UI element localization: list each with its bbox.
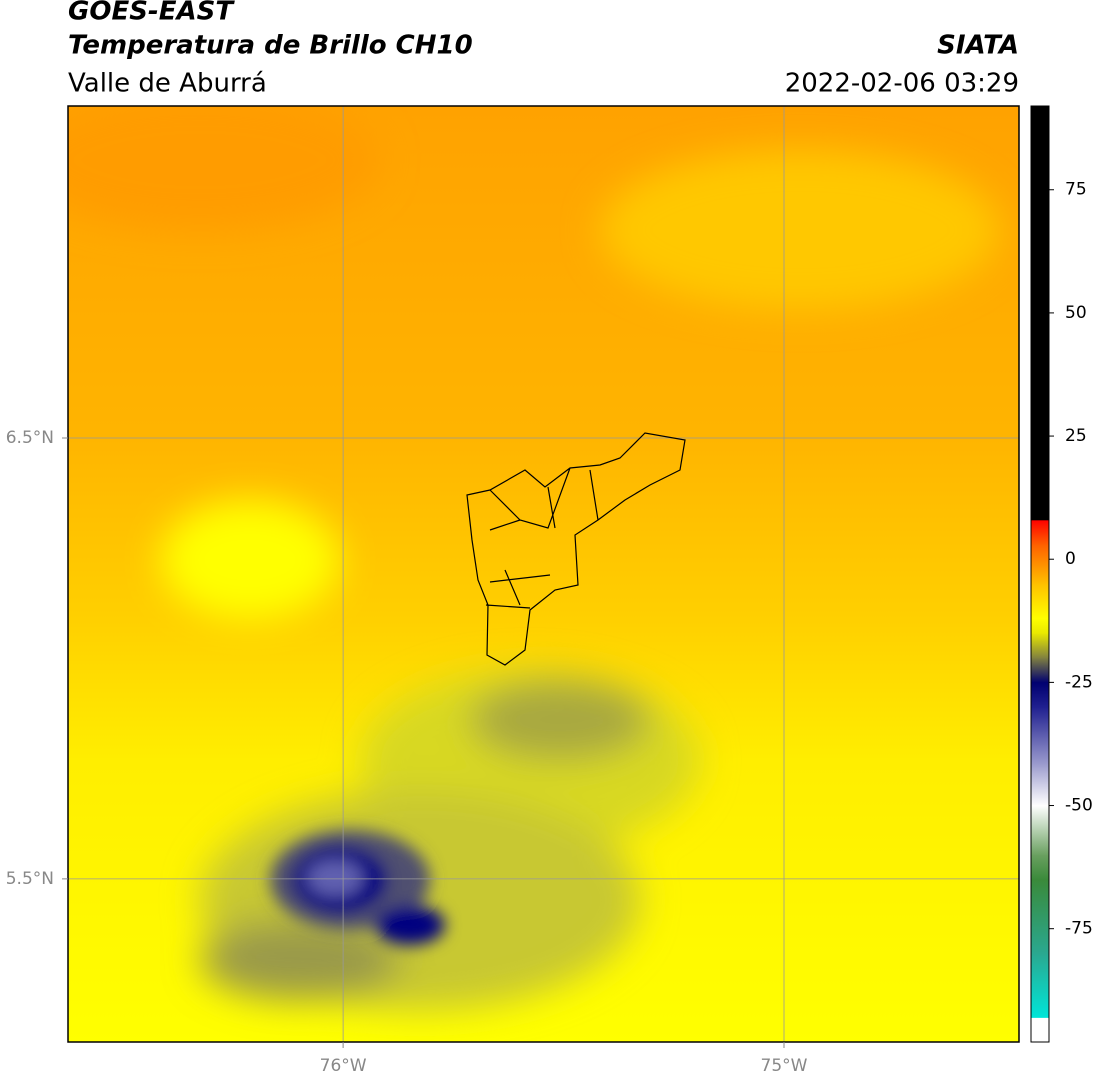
colorbar-tick-label: -75: [1065, 919, 1093, 939]
colorbar-segment: [1031, 953, 1049, 1018]
map-frame: [67, 105, 1020, 1043]
lat-tick-label: 5.5°N: [6, 869, 54, 889]
colorbar-segment: [1031, 805, 1049, 856]
subtitle: Temperatura de Brillo CH10: [68, 31, 473, 61]
title: GOES-EAST: [68, 0, 235, 27]
lon-tick-label: 75°W: [761, 1056, 808, 1076]
municipal-boundaries: [466, 432, 686, 666]
temperature-field: [68, 106, 1019, 1042]
colorbar-tick-label: 75: [1065, 180, 1087, 200]
source: SIATA: [937, 31, 1019, 61]
colorbar-segment: [1031, 766, 1049, 807]
colorbar-segment: [1031, 854, 1049, 880]
colorbar-segment: [1031, 1017, 1049, 1043]
colorbar-tick-label: 50: [1065, 303, 1087, 323]
colorbar-segment: [1031, 583, 1049, 619]
colorbar-tick-label: -25: [1065, 672, 1093, 692]
colorbar-frame: [1030, 105, 1050, 1043]
colorbar-segment: [1031, 633, 1049, 659]
colorbar-segment: [1031, 707, 1049, 767]
colorbar-segment: [1031, 106, 1049, 521]
colorbar-tick-label: 0: [1065, 549, 1076, 569]
colorbar-tick-label: -50: [1065, 796, 1093, 816]
region: Valle de Aburrá: [68, 69, 267, 99]
colorbar-segment: [1031, 879, 1049, 954]
colorbar-segment: [1031, 618, 1049, 634]
lat-tick-label: 6.5°N: [6, 428, 54, 448]
colorbar-segment: [1031, 544, 1049, 585]
colorbar-tick-label: 25: [1065, 426, 1087, 446]
colorbar-segment: [1031, 519, 1049, 545]
colorbar-segment: [1031, 682, 1049, 708]
lon-tick-label: 76°W: [320, 1056, 367, 1076]
colorbar-segment: [1031, 657, 1049, 683]
timestamp: 2022-02-06 03:29: [785, 69, 1019, 99]
